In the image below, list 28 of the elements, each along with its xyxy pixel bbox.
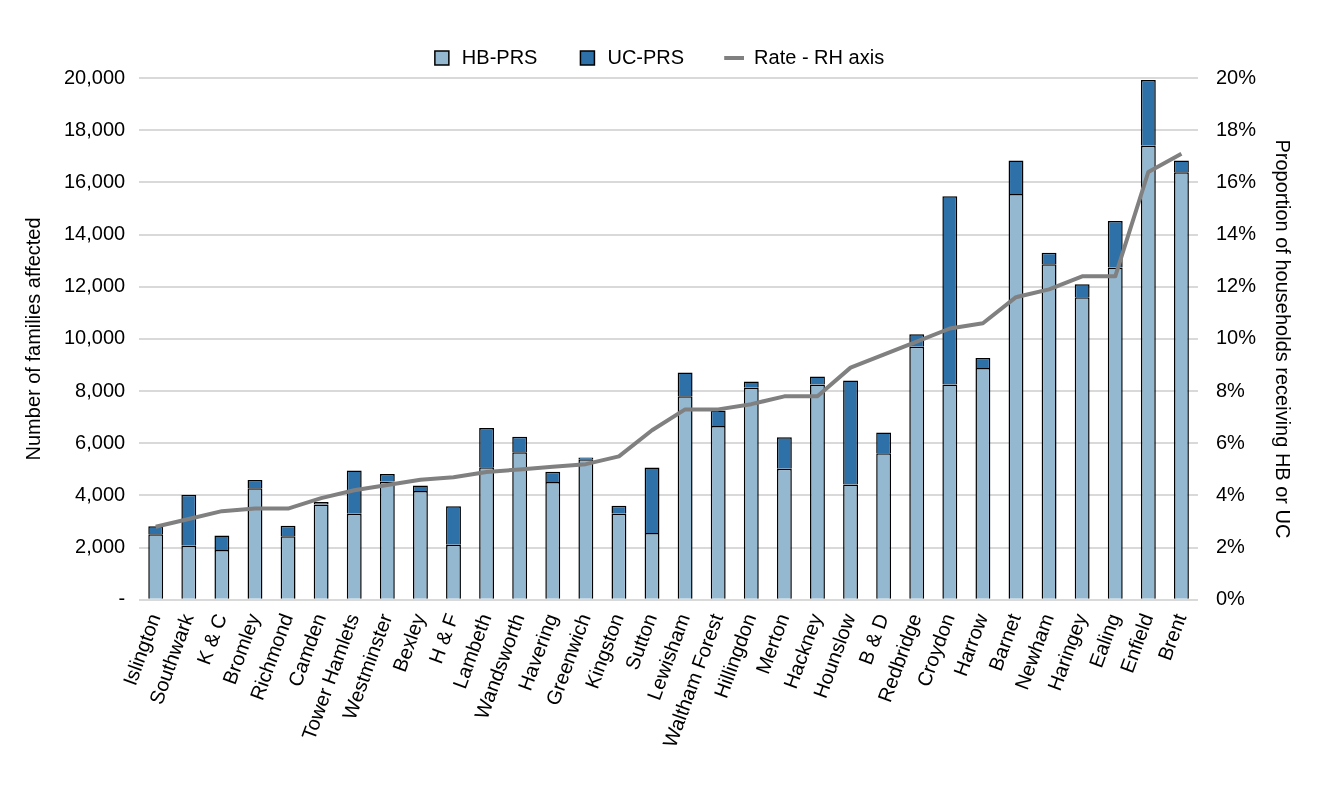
y-tick-label: 6,000 xyxy=(75,430,126,453)
legend-label: HB-PRS xyxy=(461,45,538,68)
y2-tick-label: 10% xyxy=(1215,326,1257,349)
y2-tick-label: 2% xyxy=(1215,535,1246,558)
y2-tick-label: 16% xyxy=(1215,169,1257,192)
y-tick-label: 2,000 xyxy=(75,535,126,558)
y-tick-label: 14,000 xyxy=(64,222,126,245)
legend-label: Rate - RH axis xyxy=(754,45,885,68)
y-tick-label: 12,000 xyxy=(64,274,126,297)
y2-tick-label: 20% xyxy=(1215,65,1257,88)
y2-tick-label: 4% xyxy=(1215,483,1246,505)
y2-tick-label: 0% xyxy=(1215,587,1246,610)
x-tick-label: Brent xyxy=(1153,610,1191,664)
y2-axis-title: Proportion of households receiving HB or UC xyxy=(1272,139,1295,539)
y2-tick-label: 8% xyxy=(1215,378,1246,401)
y-tick-label: 18,000 xyxy=(64,117,126,140)
y-tick-label: 4,000 xyxy=(75,483,126,505)
legend-label: UC-PRS xyxy=(607,45,685,68)
y-axis-title: Number of families affected xyxy=(21,217,44,461)
y-tick-label: 20,000 xyxy=(64,65,126,88)
y2-tick-label: 12% xyxy=(1215,274,1257,297)
y-tick-label: - xyxy=(118,587,126,610)
y2-tick-label: 18% xyxy=(1215,117,1257,140)
y2-tick-label: 14% xyxy=(1215,222,1257,245)
y-tick-label: 10,000 xyxy=(64,326,126,349)
y-tick-label: 16,000 xyxy=(64,169,126,192)
y2-tick-label: 6% xyxy=(1215,430,1246,453)
y-tick-label: 8,000 xyxy=(75,378,126,401)
